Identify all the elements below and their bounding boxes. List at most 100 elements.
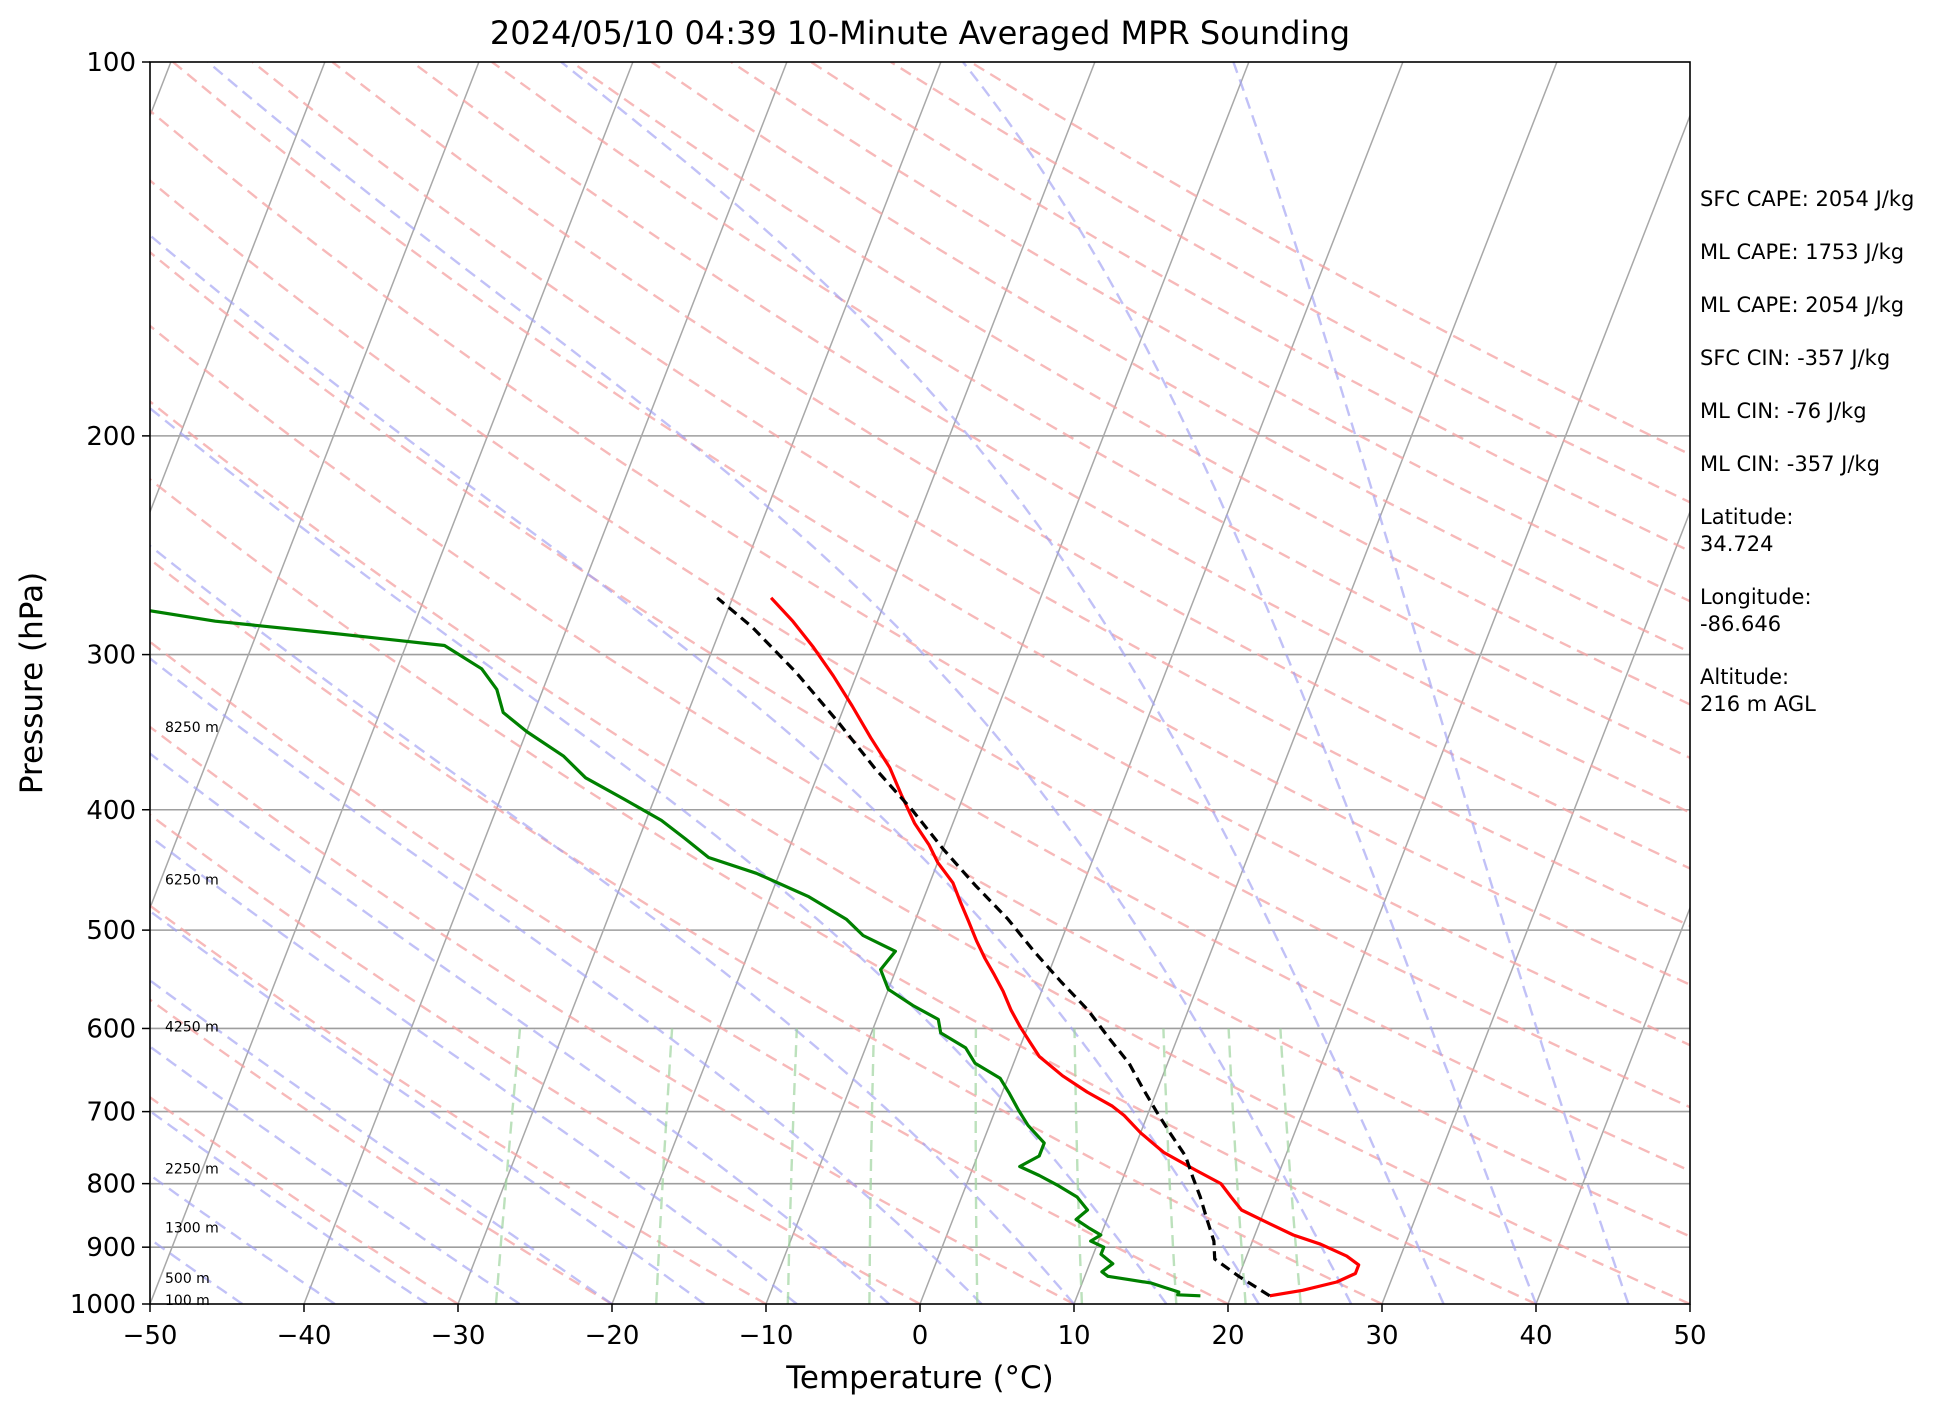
dry-adiabat-line [150,400,1690,1304]
x-tick-label: −10 [739,1321,794,1351]
moist-adiabat-line [150,1173,336,1304]
height-label: 500 m [165,1271,210,1287]
ml-cin-text: ML CIN: -76 J/kg [1700,399,1867,423]
y-tick-label: 400 [86,796,136,826]
height-label: 6250 m [165,872,219,888]
dry-adiabat-line [150,1095,459,1304]
sfc-cin-text: SFC CIN: -357 J/kg [1700,346,1891,370]
series-layer [150,596,1361,1298]
moist-adiabat-line [150,909,706,1304]
x-tick-label: −50 [123,1321,178,1351]
moist-adiabat-line [150,1045,521,1304]
y-tick-label: 900 [86,1233,136,1263]
height-label: 8250 m [165,720,219,736]
dry-adiabat-line [650,62,1690,654]
ml-cin-text-2: ML CIN: -357 J/kg [1700,452,1880,476]
isotherm-line [1227,113,1690,1304]
x-tick-label: −40 [277,1321,332,1351]
y-axis-label: Pressure (hPa) [14,572,50,794]
moist-adiabat-line [560,62,1445,1304]
moist-adiabat-line [1232,62,1630,1304]
y-tick-label: 100 [86,48,136,78]
isotherm-line [919,62,1404,1304]
isotherm-line [765,62,1250,1304]
dry-adiabat-line [251,62,1690,928]
altitude-text: Altitude: 216 m AGL [1700,665,1816,716]
dry-adiabat-line [172,62,1690,986]
isotherm-line [150,62,326,514]
dry-adiabat-line [150,109,1690,1047]
dry-adiabat-line [150,640,1229,1304]
grid-layer [150,62,1690,1304]
x-tick-label: 50 [1673,1321,1706,1351]
y-tick-label: 600 [86,1014,136,1044]
moist-adiabat-line [150,978,613,1304]
x-tick-label: 40 [1519,1321,1552,1351]
moist-adiabat-line [150,834,798,1304]
mixing-ratio-line [974,1028,979,1304]
y-tick-label: 800 [86,1170,136,1200]
dry-adiabat-line [150,813,921,1304]
parcel-path-line [716,596,1271,1298]
x-tick-label: 10 [1057,1321,1090,1351]
x-tick-label: −20 [585,1321,640,1351]
mixing-ratio-line [655,1028,674,1304]
height-label: 4250 m [165,1020,219,1036]
dry-adiabat-line [331,62,1690,870]
ml-cape-text: ML CAPE: 1753 J/kg [1700,240,1905,264]
chart-title: 2024/05/10 04:39 10-Minute Averaged MPR … [490,14,1350,52]
dewpoint-profile-line [150,609,1201,1298]
dry-adiabat-line [150,477,1537,1304]
plot-frame [149,61,1691,1305]
x-axis-label: Temperature (°C) [785,1360,1054,1396]
isotherm-line [150,62,480,910]
moist-adiabat-line [150,752,890,1304]
tick-layer: −50 −40 −30 −20 −10 0 10 20 30 40 50 100 200 300 400 50… [70,48,1707,1351]
latitude-text: Latitude: 34.724 [1700,505,1794,556]
moist-adiabat-line [962,62,1538,1304]
height-label: 1300 m [165,1221,219,1237]
longitude-text: Longitude: -86.646 [1700,585,1812,636]
x-tick-label: 20 [1211,1321,1244,1351]
mixing-ratio-line [868,1028,876,1304]
mixing-ratio-line [494,1028,522,1304]
isotherm-line [1381,509,1690,1304]
mixing-ratio-line [1162,1028,1178,1304]
x-tick-label: −30 [431,1321,486,1351]
temperature-profile-line [769,596,1361,1298]
isotherm-line [457,62,942,1304]
x-tick-label: 0 [912,1321,929,1351]
moist-adiabat-line [207,62,1353,1304]
moist-adiabat-line [150,656,983,1304]
isotherm-line [150,62,634,1304]
mixing-ratio-line [786,1028,798,1304]
mixing-ratio-line [1227,1028,1247,1304]
y-tick-label: 700 [86,1098,136,1128]
y-tick-label: 1000 [70,1290,136,1320]
isotherm-line [1073,62,1558,1304]
moist-adiabat-line [150,544,1075,1304]
dry-adiabat-line [730,62,1690,603]
isotherm-line [1535,905,1690,1304]
y-tick-label: 300 [86,641,136,671]
ml-cape-text-2: ML CAPE: 2054 J/kg [1700,293,1905,317]
sfc-cape-text: SFC CAPE: 2054 J/kg [1700,187,1915,211]
sounding-parameters-panel: SFC CAPE: 2054 J/kg ML CAPE: 1753 J/kg M… [1700,186,1936,744]
height-label: 2250 m [165,1162,219,1178]
y-tick-label: 200 [86,422,136,452]
dry-adiabat-line [150,324,1690,1238]
dry-adiabat-line [150,557,1383,1304]
dry-adiabat-line [491,62,1690,760]
moist-adiabat-line [150,1109,428,1304]
dry-adiabat-line [150,250,1690,1173]
moist-adiabat-line [150,233,1260,1304]
mixing-ratio-line [1073,1028,1084,1304]
isotherm-line [611,62,1096,1304]
height-label: 100 m [165,1293,210,1309]
mixing-ratio-line [1279,1028,1302,1304]
dry-adiabat-line [150,904,767,1304]
x-tick-label: 30 [1365,1321,1398,1351]
height-label-layer: 8250 m 6250 m 4250 m 2250 m 1300 m 500 m 100 m [165,720,219,1309]
y-tick-label: 500 [86,916,136,946]
